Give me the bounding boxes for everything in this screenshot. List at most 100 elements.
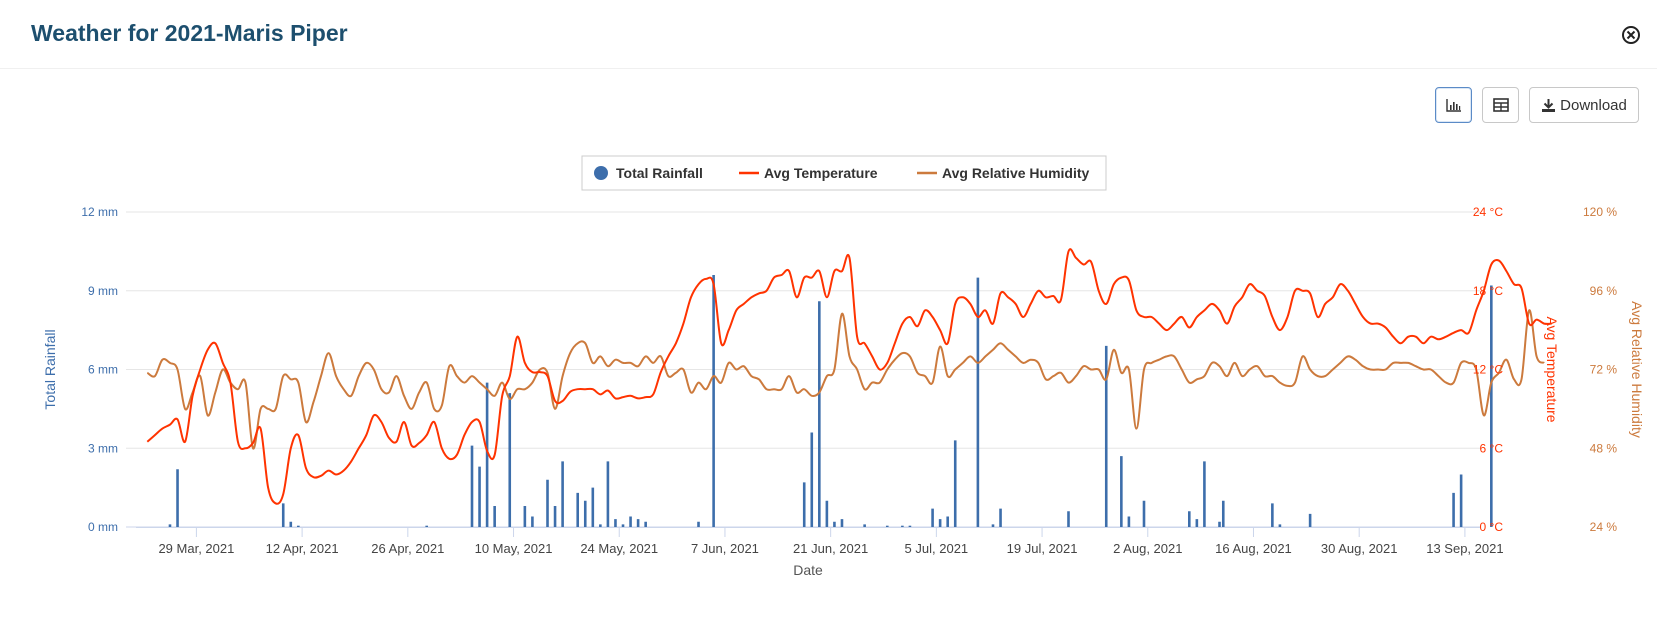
x-tick-label: 13 Sep, 2021	[1426, 541, 1503, 556]
rainfall-bar	[840, 519, 844, 527]
rainfall-bar	[297, 525, 300, 527]
rainfall-bar	[833, 521, 836, 527]
bar-chart-icon	[1445, 99, 1461, 112]
rainfall-bar	[825, 500, 829, 527]
rainfall-bar	[478, 466, 481, 527]
rainfall-bar	[553, 506, 557, 527]
x-tick-label: 26 Apr, 2021	[371, 541, 444, 556]
rainfall-bar	[1067, 511, 1070, 527]
rainfall-bar	[946, 516, 949, 527]
table-view-button[interactable]	[1482, 87, 1519, 123]
x-tick-label: 19 Jul, 2021	[1007, 541, 1078, 556]
x-tick-label: 30 Aug, 2021	[1321, 541, 1398, 556]
chart-view-button[interactable]	[1435, 87, 1472, 123]
rain-tick-label: 9 mm	[88, 284, 118, 298]
rainfall-bar	[591, 487, 595, 527]
rainfall-bar	[953, 440, 957, 527]
rainfall-bar	[606, 461, 610, 527]
rainfall-bar	[561, 461, 564, 527]
rainfall-bar	[1195, 519, 1199, 527]
rainfall-bar	[991, 524, 995, 527]
humidity-line	[146, 309, 1545, 450]
rainfall-bar	[531, 516, 534, 527]
temperature-line	[146, 248, 1552, 505]
rainfall-bar	[1459, 474, 1463, 527]
rainfall-bar	[176, 469, 179, 527]
chart-legend: Total Rainfall Avg Temperature Avg Relat…	[581, 155, 1107, 191]
rainfall-bar	[485, 382, 489, 527]
rainfall-bar	[1271, 503, 1274, 527]
temp-tick-label: 0 °C	[1480, 520, 1504, 534]
rain-axis-title: Total Rainfall	[42, 329, 58, 409]
close-button[interactable]	[1620, 24, 1642, 46]
download-label: Download	[1560, 96, 1627, 114]
rainfall-bar	[493, 506, 496, 527]
rainfall-bar	[1490, 285, 1493, 527]
x-tick-label: 2 Aug, 2021	[1113, 541, 1182, 556]
rainfall-bar	[908, 525, 912, 527]
rainfall-bar	[1452, 492, 1455, 527]
page-title: Weather for 2021-Maris Piper	[31, 20, 348, 46]
humidity-axis-title: Avg Relative Humidity	[1629, 301, 1645, 438]
humidity-tick-label: 24 %	[1590, 520, 1618, 534]
legend-temperature-label: Avg Temperature	[764, 165, 878, 181]
rainfall-bar	[697, 521, 700, 527]
legend-item-rainfall[interactable]: Total Rainfall	[594, 165, 703, 181]
rainfall-bar	[885, 525, 889, 527]
x-tick-label: 21 Jun, 2021	[793, 541, 868, 556]
rainfall-bar	[802, 482, 806, 527]
rainfall-bar	[289, 521, 293, 527]
rain-tick-label: 0 mm	[88, 520, 118, 534]
weather-chart: Total Rainfall Avg Temperature Avg Relat…	[0, 140, 1657, 617]
rainfall-bar	[636, 519, 640, 527]
rainfall-bar	[863, 524, 866, 527]
x-tick-label: 7 Jun, 2021	[691, 541, 759, 556]
x-tick-label: 16 Aug, 2021	[1215, 541, 1292, 556]
rainfall-bar	[168, 524, 172, 527]
temp-tick-label: 6 °C	[1480, 441, 1504, 455]
rainfall-bar	[1203, 461, 1206, 527]
rainfall-bar	[1188, 511, 1191, 527]
humidity-tick-label: 120 %	[1583, 205, 1617, 219]
x-axis-title: Date	[793, 562, 823, 578]
rainfall-bar	[810, 432, 814, 527]
rainfall-bar	[818, 301, 821, 527]
rainfall-bar	[508, 393, 512, 527]
x-tick-label: 12 Apr, 2021	[266, 541, 339, 556]
rainfall-bar	[938, 519, 942, 527]
download-button[interactable]: Download	[1529, 87, 1639, 123]
table-icon	[1492, 98, 1509, 112]
rainfall-bar	[1142, 500, 1146, 527]
rain-tick-label: 12 mm	[81, 205, 118, 219]
x-tick-label: 24 May, 2021	[580, 541, 658, 556]
rainfall-bar	[470, 445, 474, 527]
rainfall-bar	[614, 519, 617, 527]
rainfall-bar	[621, 524, 625, 527]
rainfall-bar	[976, 277, 980, 527]
rainfall-bar	[901, 525, 904, 527]
rainfall-bar	[546, 479, 549, 527]
rainfall-bar	[1278, 524, 1282, 527]
temp-axis-title: Avg Temperature	[1544, 316, 1560, 422]
x-tick-label: 5 Jul, 2021	[905, 541, 969, 556]
rainfall-bar	[629, 516, 632, 527]
rainfall-bar	[999, 508, 1002, 527]
rain-tick-label: 3 mm	[88, 441, 118, 455]
rainfall-bar	[1218, 521, 1221, 527]
weather-chart-svg: Total Rainfall Avg Temperature Avg Relat…	[42, 155, 1645, 578]
close-circle-icon	[1622, 26, 1640, 44]
legend-rainfall-symbol	[594, 166, 608, 180]
rainfall-bar	[1127, 516, 1131, 527]
chart-lines	[146, 248, 1552, 505]
humidity-tick-label: 96 %	[1590, 284, 1618, 298]
rainfall-bar	[425, 525, 428, 527]
legend-item-humidity[interactable]: Avg Relative Humidity	[917, 165, 1090, 181]
legend-humidity-label: Avg Relative Humidity	[942, 165, 1090, 181]
header-divider	[0, 68, 1657, 69]
temp-tick-label: 12 °C	[1473, 363, 1503, 377]
rainfall-bars	[168, 275, 1493, 527]
humidity-tick-label: 48 %	[1590, 441, 1618, 455]
rainfall-bar	[523, 506, 527, 527]
legend-item-temperature[interactable]: Avg Temperature	[739, 165, 878, 181]
chart-axes: 0 mm 0 °C 24 % 3 mm 6 °C 48 % 6 mm 12 °C 72 % 9 m…	[42, 205, 1645, 578]
